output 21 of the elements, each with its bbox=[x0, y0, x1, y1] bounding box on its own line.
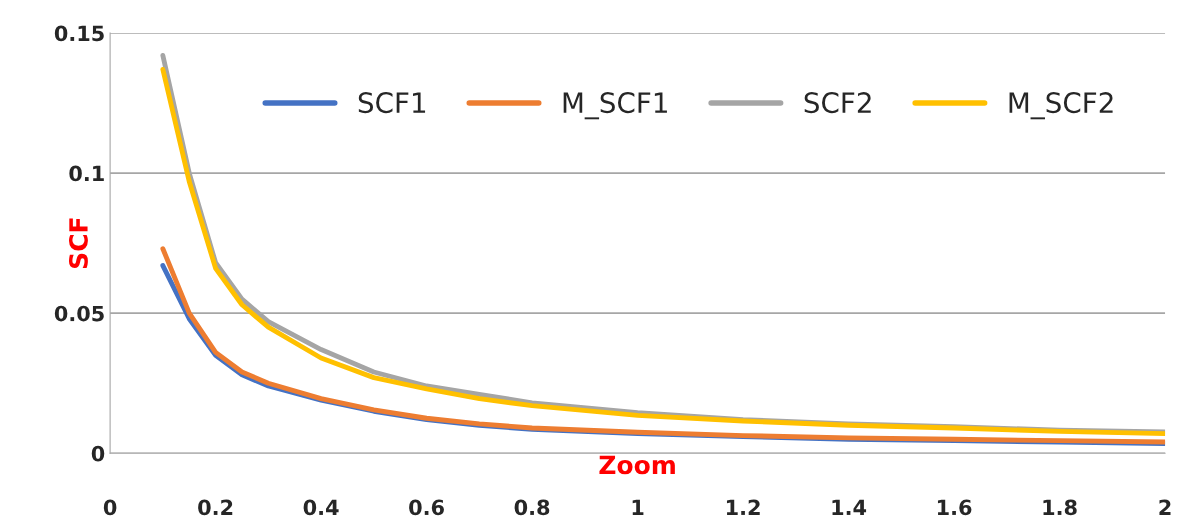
x-tick-label: 1 bbox=[632, 499, 644, 515]
x-tick-label: 0.4 bbox=[303, 499, 339, 516]
y-axis-title: SCF bbox=[68, 218, 88, 269]
y-tick-label: 0.05 bbox=[54, 305, 104, 322]
x-tick-label: 0.2 bbox=[198, 499, 233, 516]
x-tick-label: 1.8 bbox=[1043, 499, 1077, 516]
x-tick-label: 0.6 bbox=[409, 499, 444, 516]
x-tick-label: 1.4 bbox=[832, 499, 867, 515]
x-tick-label: 0.8 bbox=[514, 499, 550, 516]
legend-label: SCF1 bbox=[358, 92, 426, 114]
y-tick-label: 0.1 bbox=[69, 165, 104, 182]
x-tick-label: 1.6 bbox=[937, 499, 972, 516]
legend-label: SCF2 bbox=[804, 92, 871, 114]
legend-label: M_SCF2 bbox=[1009, 92, 1113, 120]
x-tick-label: 1.2 bbox=[726, 499, 760, 515]
x-tick-label: 2 bbox=[1159, 499, 1171, 515]
y-tick-label: 0 bbox=[91, 445, 105, 462]
x-tick-label: 0 bbox=[103, 499, 117, 516]
legend-label: M_SCF1 bbox=[563, 92, 667, 120]
y-tick-label: 0.15 bbox=[54, 25, 104, 42]
x-axis-title: Zoom bbox=[599, 455, 675, 475]
